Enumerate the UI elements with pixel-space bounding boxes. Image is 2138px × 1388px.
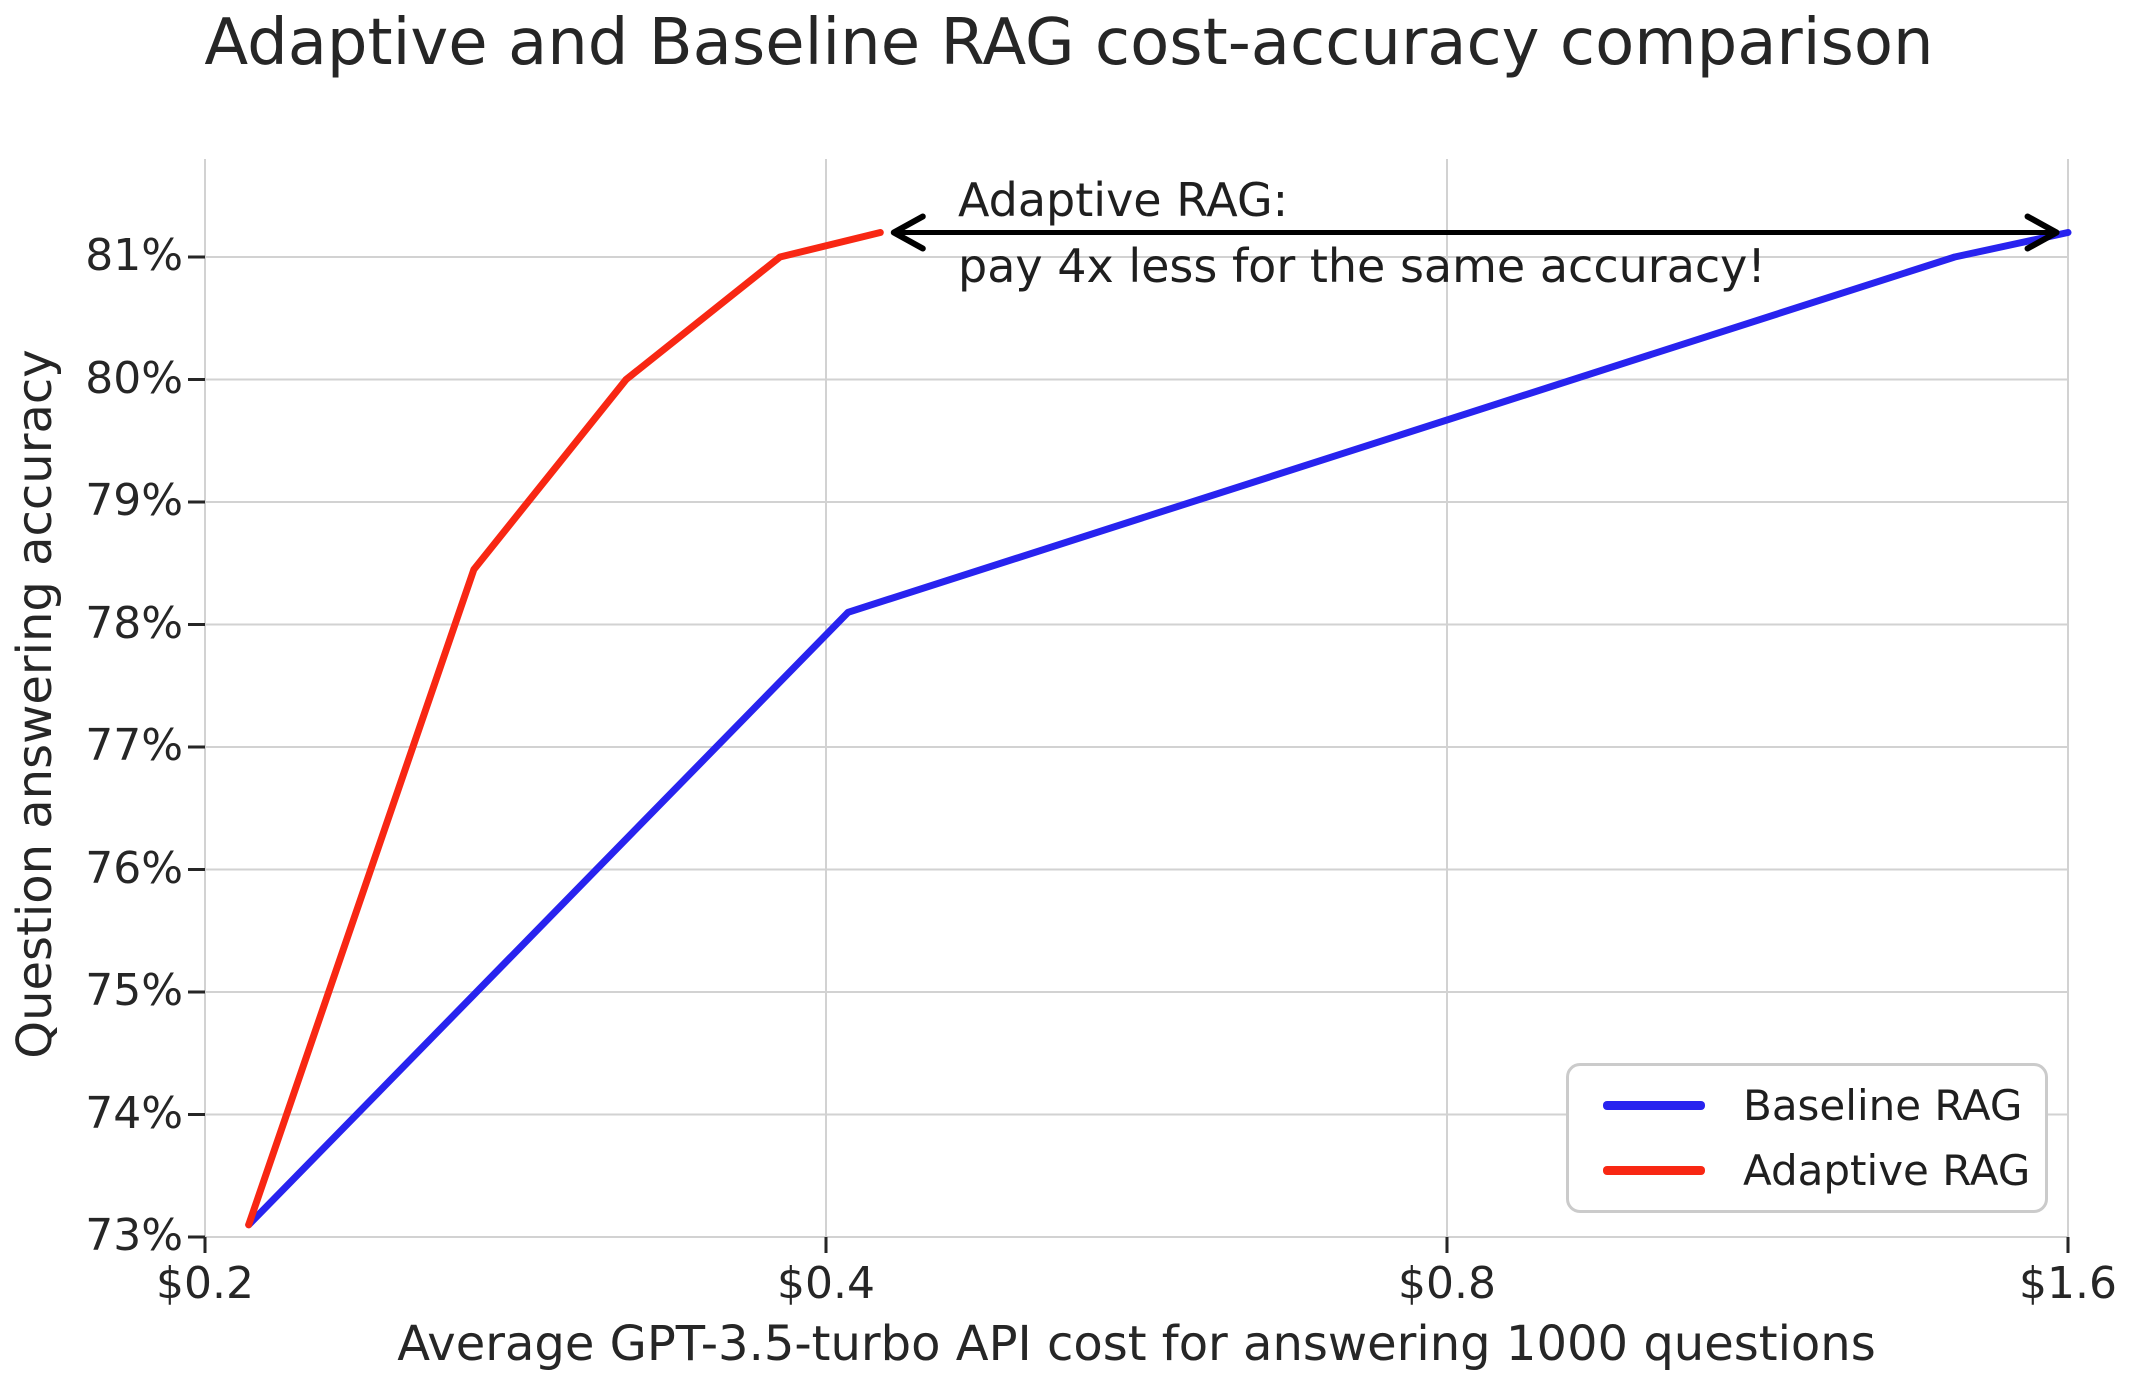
annotation-line-1: Adaptive RAG: [958, 173, 1289, 227]
annotation-line-2: pay 4x less for the same accuracy! [958, 239, 1766, 293]
x-tick-label: $0.8 [1398, 1258, 1496, 1309]
y-tick-label: 81% [85, 230, 183, 281]
x-tick-label: $0.2 [156, 1258, 254, 1309]
y-tick-label: 76% [85, 842, 183, 894]
x-tick-label: $1.6 [2019, 1258, 2117, 1309]
series-line-baseline-rag [245, 229, 2072, 1229]
arrow-head-right [2024, 213, 2060, 252]
legend-item-baseline-rag: Baseline RAG [1603, 1081, 2045, 1130]
y-tick-label: 75% [85, 965, 183, 1016]
x-tick-label: $0.4 [777, 1258, 875, 1309]
legend-item-adaptive-rag: Adaptive RAG [1603, 1146, 2045, 1195]
y-tick-label: 73% [85, 1210, 183, 1261]
y-tick-label: 78% [85, 597, 183, 649]
series-line-adaptive-rag [245, 229, 884, 1229]
chart-title: Adaptive and Baseline RAG cost-accuracy … [204, 6, 1934, 80]
y-tick-label: 77% [85, 720, 183, 771]
y-tick-label: 74% [85, 1087, 183, 1139]
legend: Baseline RAG Adaptive RAG [1566, 1063, 2048, 1213]
arrow-head-left [890, 213, 926, 252]
x-axis-label: Average GPT-3.5-turbo API cost for answe… [397, 1316, 1876, 1372]
legend-line-sample-adaptive [1603, 1165, 1705, 1175]
y-tick-label: 79% [85, 475, 183, 526]
legend-line-sample-baseline [1603, 1101, 1705, 1111]
legend-label-baseline: Baseline RAG [1743, 1081, 2023, 1131]
y-tick-label: 80% [85, 352, 183, 404]
legend-label-adaptive: Adaptive RAG [1743, 1145, 2031, 1195]
